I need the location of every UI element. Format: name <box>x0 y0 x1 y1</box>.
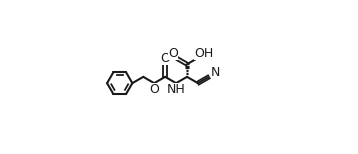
Text: N: N <box>211 66 220 79</box>
Text: NH: NH <box>167 83 185 95</box>
Text: O: O <box>149 83 159 95</box>
Text: O: O <box>168 47 178 61</box>
Text: OH: OH <box>194 47 213 61</box>
Text: O: O <box>160 53 170 65</box>
